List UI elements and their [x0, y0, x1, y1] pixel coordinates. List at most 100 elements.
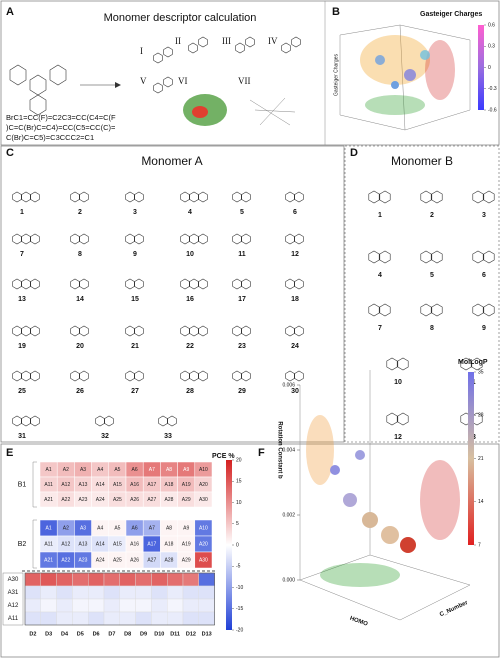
cell-label: A28 — [165, 497, 174, 503]
molecule-ring — [379, 250, 391, 264]
molecule-ring — [397, 412, 409, 426]
row-frame — [0, 0, 500, 146]
compound-number: 31 — [18, 433, 26, 440]
cell-label: A4 — [97, 467, 103, 473]
heatmap-cell — [103, 611, 121, 626]
molecule-ring — [198, 36, 208, 48]
heatmap-cell — [182, 572, 200, 587]
cell-label: A29 — [182, 497, 191, 503]
panel-label: C — [6, 147, 14, 159]
cell-label: A7 — [149, 467, 155, 473]
heatmap-cell — [166, 611, 184, 626]
panel-label: A — [6, 6, 14, 18]
cell-label: A13 — [79, 482, 88, 488]
cell-label: A4 — [97, 525, 103, 531]
cell-label: A6 — [132, 467, 138, 473]
compound-number: 1 — [20, 209, 24, 216]
molecule-ring — [397, 357, 409, 371]
molecule-ring — [21, 278, 31, 290]
molecule-ring — [241, 191, 251, 203]
compound-number: 19 — [18, 343, 26, 350]
molecule-ring — [12, 278, 22, 290]
heatmap-cell — [194, 551, 213, 569]
molecule-ring — [180, 191, 190, 203]
molecule-ring — [30, 325, 40, 337]
molecule-ring — [472, 190, 484, 204]
panel-title: Monomer B — [391, 154, 453, 168]
molecule-ring — [95, 415, 105, 427]
colorbar-tick-label: 10 — [236, 500, 242, 506]
compound-number: 9 — [482, 325, 486, 332]
cell-label: A21 — [44, 497, 53, 503]
molecule-ring — [70, 370, 80, 382]
molecule-ring — [180, 370, 190, 382]
colorbar-tick-label: 5 — [236, 521, 239, 527]
colorbar-title: MolLogP — [458, 359, 488, 366]
cell-label: A5 — [114, 525, 120, 531]
heatmap-cell — [24, 611, 42, 626]
molecule-ring — [125, 370, 135, 382]
molecule-ring — [21, 415, 31, 427]
molecule-ring — [285, 370, 295, 382]
heatmap-cell — [151, 598, 168, 613]
molecule-ring — [294, 325, 304, 337]
heatmap-cell — [119, 598, 136, 613]
cell-label: A27 — [147, 557, 156, 563]
molecule-ring — [386, 412, 398, 426]
heatmap-cell — [151, 572, 168, 587]
roman-numeral: IV — [268, 36, 278, 46]
axis-label: HOMO — [349, 616, 369, 628]
molecule-ring — [281, 42, 291, 54]
heatmap-cell — [87, 585, 105, 600]
compound-number: 3 — [133, 209, 137, 216]
z-tick-label: 0.002 — [282, 512, 295, 518]
heatmap-cell — [119, 572, 136, 587]
colorbar-tick-label: -15 — [236, 606, 243, 612]
compound-number: 2 — [78, 209, 82, 216]
compound-number: 8 — [78, 251, 82, 258]
molecule-ring — [30, 415, 40, 427]
heatmap-cell — [56, 572, 73, 587]
cell-label: A19 — [182, 482, 191, 488]
colorbar-tick-label: 0 — [488, 65, 491, 71]
axis-label: Rotation Constant b — [276, 421, 282, 479]
molecule-ring — [134, 370, 144, 382]
colorbar-tick-label: -0.3 — [488, 86, 497, 92]
heatmap-cell — [182, 611, 200, 626]
molecule-ring — [198, 233, 208, 245]
cell-label: A3 — [80, 525, 86, 531]
molecule-ring — [460, 357, 472, 371]
molecule-ring — [294, 191, 304, 203]
cell-label: A26 — [130, 497, 139, 503]
molecule-ring — [30, 233, 40, 245]
molecule-ring — [189, 370, 199, 382]
molecule-ring — [30, 191, 40, 203]
molecule-ring — [189, 278, 199, 290]
heatmap-cell — [119, 585, 136, 600]
molecule-ring — [79, 191, 89, 203]
cell-label: A19 — [182, 541, 191, 547]
cell-label: A9 — [183, 467, 189, 473]
colorbar-tick-label: 0.6 — [488, 22, 495, 28]
heatmap-cell — [72, 585, 89, 600]
heatmap-cell — [56, 611, 73, 626]
panel-title: Monomer descriptor calculation — [104, 12, 257, 24]
cell-label: A30 — [199, 557, 208, 563]
cell-label: A17 — [147, 541, 156, 547]
heatmap-cell — [24, 598, 42, 613]
z-tick-label: 0.004 — [282, 447, 295, 453]
molecule-ring — [153, 52, 163, 64]
molecule-ring — [285, 325, 295, 337]
molecule-ring — [420, 303, 432, 317]
molecule-ring — [21, 325, 31, 337]
cell-label: A1 — [46, 525, 52, 531]
cell-label: A2 — [63, 467, 69, 473]
cell-label: A20 — [199, 541, 208, 547]
compound-number: 8 — [430, 325, 434, 332]
heatmap-cell — [151, 611, 168, 626]
molecule-ring — [241, 278, 251, 290]
compound-number: 3 — [482, 212, 486, 219]
heatmap-cell — [40, 585, 57, 600]
cell-label: A26 — [130, 557, 139, 563]
